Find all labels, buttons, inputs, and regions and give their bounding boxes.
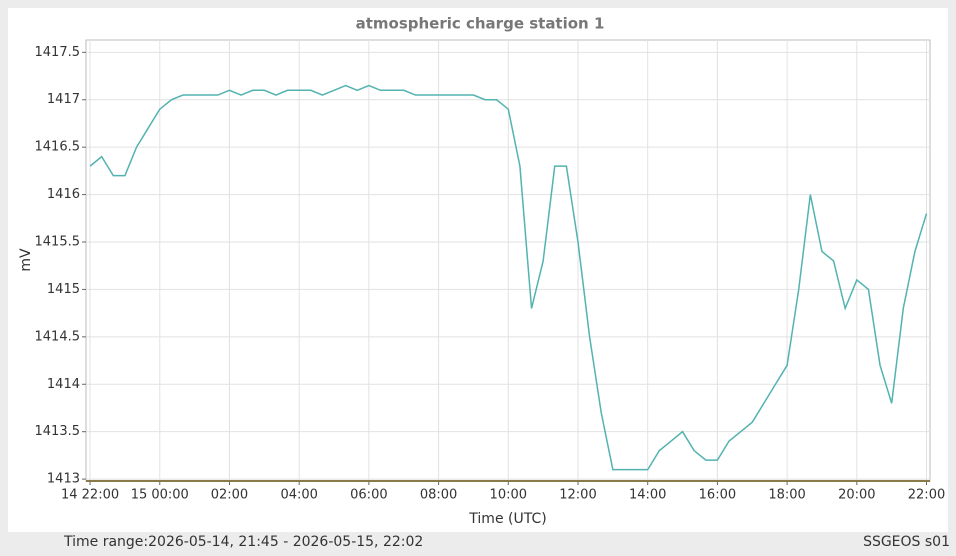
x-tick-label: 14 22:00: [61, 488, 119, 503]
x-tick-label: 04:00: [280, 488, 317, 503]
x-tick-label: 15 00:00: [131, 488, 189, 503]
footer-station: SSGEOS s01: [863, 534, 950, 550]
x-tick-label: 06:00: [350, 488, 387, 503]
y-tick-label: 1417: [47, 92, 80, 107]
x-tick-label: 18:00: [768, 488, 805, 503]
y-tick-label: 1415: [47, 282, 80, 297]
y-tick-label: 1416.5: [35, 140, 81, 155]
data-line: [89, 84, 928, 471]
y-tick-label: 1414.5: [35, 329, 81, 344]
x-tick-label: 16:00: [699, 488, 736, 503]
y-tick-label: 1416: [47, 187, 80, 202]
y-tick-label: 1417.5: [35, 45, 81, 60]
x-tick-label: 14:00: [629, 488, 666, 503]
chart-title: atmospheric charge station 1: [356, 15, 605, 33]
x-tick-label: 20:00: [838, 488, 875, 503]
y-tick-label: 1413: [47, 472, 80, 487]
x-tick-label: 22:00: [908, 488, 945, 503]
x-tick-label: 12:00: [559, 488, 596, 503]
y-axis-label: mV: [18, 248, 34, 272]
y-tick-label: 1414: [47, 377, 80, 392]
footer-time-range: Time range:2026-05-14, 21:45 - 2026-05-1…: [63, 534, 423, 550]
y-tick-label: 1415.5: [35, 235, 81, 250]
x-tick-label: 08:00: [420, 488, 457, 503]
x-axis-label: Time (UTC): [468, 511, 546, 527]
y-tick-label: 1413.5: [35, 424, 81, 439]
x-tick-label: 02:00: [211, 488, 248, 503]
x-tick-label: 10:00: [490, 488, 527, 503]
